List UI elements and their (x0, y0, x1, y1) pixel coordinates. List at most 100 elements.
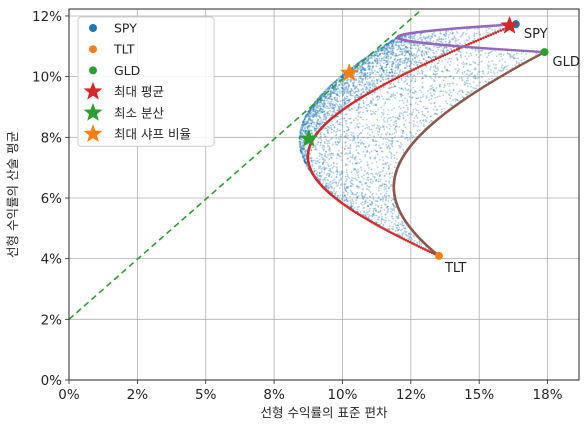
portfolio-point (371, 101, 373, 103)
portfolio-point (425, 65, 428, 68)
portfolio-point (359, 66, 362, 69)
portfolio-point (357, 144, 360, 147)
portfolio-point (322, 162, 324, 164)
portfolio-point (308, 126, 311, 129)
portfolio-point (354, 141, 357, 144)
portfolio-point (343, 148, 346, 151)
portfolio-point (317, 122, 319, 125)
portfolio-point (366, 197, 369, 199)
portfolio-point (391, 209, 394, 212)
portfolio-point (393, 107, 396, 110)
portfolio-point (382, 78, 385, 81)
portfolio-point (349, 101, 351, 103)
portfolio-point (368, 89, 371, 92)
portfolio-point (392, 41, 395, 44)
portfolio-point (412, 120, 415, 122)
portfolio-point (346, 96, 349, 98)
portfolio-point (331, 113, 334, 115)
portfolio-point (341, 194, 344, 196)
portfolio-point (345, 152, 348, 155)
portfolio-point (380, 76, 383, 79)
portfolio-point (420, 54, 423, 57)
portfolio-point (382, 59, 385, 62)
portfolio-point (386, 53, 389, 56)
portfolio-point (415, 97, 418, 100)
portfolio-point (354, 168, 357, 171)
portfolio-point (376, 55, 379, 57)
portfolio-point (418, 47, 420, 49)
portfolio-point (385, 70, 388, 72)
portfolio-point (394, 120, 397, 123)
portfolio-point (365, 86, 368, 89)
portfolio-point (309, 115, 312, 118)
portfolio-point (454, 100, 457, 103)
portfolio-point (326, 97, 329, 100)
portfolio-point (334, 88, 337, 91)
portfolio-point (301, 125, 304, 128)
portfolio-point (344, 119, 347, 122)
portfolio-point (399, 47, 402, 49)
portfolio-point (366, 188, 369, 190)
portfolio-point (417, 111, 420, 114)
portfolio-point (452, 82, 455, 85)
portfolio-point (305, 148, 308, 151)
portfolio-point (343, 86, 345, 89)
portfolio-point (388, 72, 391, 74)
y-axis-ticks: 0%2%4%6%8%10%12% (32, 9, 69, 389)
portfolio-point (310, 119, 313, 122)
portfolio-point (405, 51, 407, 54)
portfolio-point (301, 133, 304, 136)
portfolio-point (383, 69, 386, 72)
portfolio-point (325, 176, 327, 179)
legend-label-1: SPY (114, 21, 137, 36)
portfolio-point (443, 34, 446, 37)
portfolio-point (323, 103, 326, 106)
portfolio-point (394, 74, 396, 77)
portfolio-point (354, 90, 357, 93)
portfolio-point (380, 213, 383, 216)
portfolio-point (417, 49, 419, 52)
portfolio-point (344, 82, 346, 84)
portfolio-point (454, 53, 457, 56)
portfolio-point (372, 140, 375, 143)
portfolio-point (398, 115, 401, 118)
portfolio-point (387, 205, 389, 208)
portfolio-point (346, 97, 348, 100)
portfolio-point (345, 86, 348, 89)
portfolio-point (336, 78, 338, 81)
portfolio-point (460, 51, 462, 54)
portfolio-point (391, 140, 393, 143)
portfolio-point (376, 95, 379, 98)
portfolio-point (360, 169, 363, 171)
portfolio-point (391, 63, 394, 66)
portfolio-point (356, 162, 358, 164)
portfolio-point (318, 110, 321, 112)
portfolio-point (396, 68, 399, 71)
portfolio-point (391, 51, 394, 54)
frontier-point (501, 28, 505, 31)
portfolio-point (417, 44, 419, 47)
portfolio-point (315, 114, 318, 117)
portfolio-point (380, 185, 382, 188)
portfolio-point (329, 170, 332, 173)
portfolio-point (318, 123, 321, 126)
portfolio-point (321, 146, 324, 149)
portfolio-point (338, 83, 341, 86)
portfolio-point (354, 162, 357, 165)
portfolio-point (426, 46, 429, 49)
portfolio-point (414, 78, 417, 80)
portfolio-point (324, 168, 326, 171)
portfolio-point (367, 204, 369, 207)
portfolio-point (315, 107, 318, 109)
portfolio-point (316, 102, 318, 105)
portfolio-point (306, 113, 309, 116)
portfolio-point (416, 64, 419, 66)
portfolio-point (409, 42, 412, 45)
portfolio-point (456, 92, 459, 95)
portfolio-point (386, 45, 388, 48)
portfolio-point (334, 96, 336, 99)
portfolio-point (368, 152, 371, 154)
portfolio-point (387, 113, 389, 116)
portfolio-point (451, 32, 454, 35)
portfolio-point (332, 81, 335, 84)
